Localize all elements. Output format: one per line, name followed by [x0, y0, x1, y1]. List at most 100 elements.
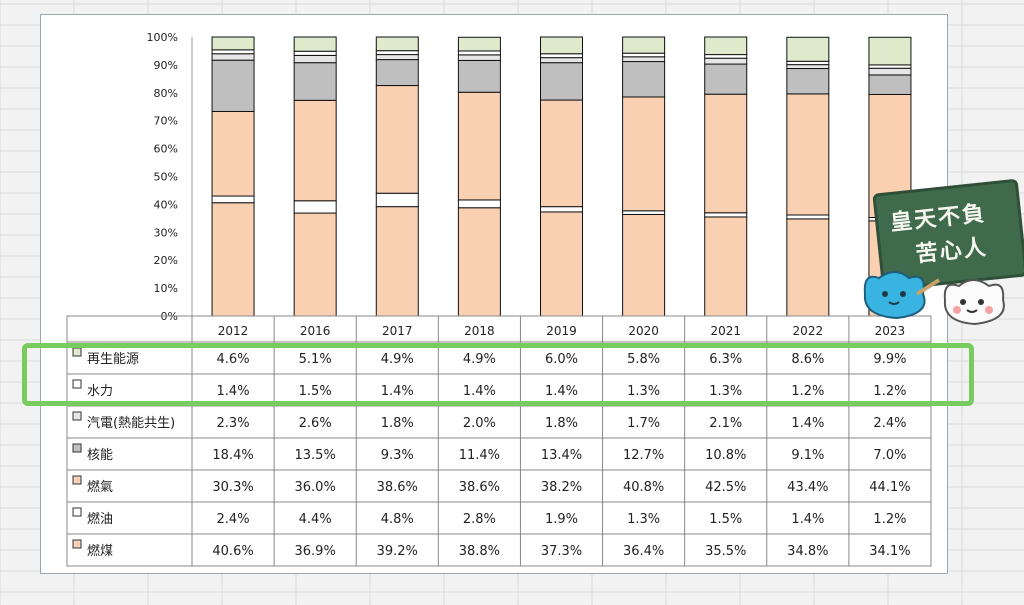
bar-segment: [622, 96, 666, 212]
legend-key: [72, 507, 82, 517]
series-name: 水力: [87, 384, 113, 399]
data-label: 2.8%: [463, 512, 496, 527]
data-label: 2.6%: [299, 416, 332, 431]
y-tick-label: 50%: [154, 171, 178, 184]
data-label: 36.9%: [295, 544, 336, 559]
data-label: 12.7%: [623, 448, 664, 463]
bar-segment: [457, 54, 501, 61]
bar-segment: [293, 200, 337, 214]
bar-segment: [868, 36, 912, 66]
data-label: 10.8%: [705, 448, 746, 463]
data-label: 1.2%: [791, 384, 824, 399]
data-label: 2.0%: [463, 416, 496, 431]
bar-segment: [457, 50, 501, 56]
legend-key: [72, 411, 82, 421]
bar-segment: [786, 93, 830, 216]
legend-key: [72, 475, 82, 485]
bar-segment: [786, 64, 830, 70]
bar-segment: [211, 36, 255, 51]
x-tick-label: 2021: [710, 324, 741, 338]
x-tick-label: 2016: [300, 324, 331, 338]
data-label: 35.5%: [705, 544, 746, 559]
data-label: 11.4%: [459, 448, 500, 463]
data-label: 5.8%: [627, 352, 660, 367]
data-label: 6.3%: [709, 352, 742, 367]
series-name: 燃油: [87, 511, 113, 527]
series-name: 燃煤: [87, 543, 113, 559]
data-label: 9.9%: [873, 352, 906, 367]
bar-segment: [375, 206, 419, 317]
data-label: 2.1%: [709, 416, 742, 431]
y-tick-label: 90%: [154, 59, 178, 72]
stacked-bar-chart: 0%10%20%30%40%50%60%70%80%90%100%2012 201…: [66, 31, 932, 567]
data-label: 9.1%: [791, 448, 824, 463]
blue-cat-icon: [863, 271, 941, 320]
bar-segment: [868, 67, 912, 76]
bar-segment: [293, 62, 337, 101]
bar-segment: [540, 57, 583, 64]
bar-segment: [622, 61, 666, 98]
x-tick-label: 2012: [218, 324, 249, 338]
series-name: 汽電(熱能共生): [87, 416, 175, 431]
data-label: 1.3%: [709, 384, 742, 399]
data-label: 37.3%: [541, 544, 582, 559]
x-tick-label: 2022: [793, 324, 824, 338]
bar-segment: [293, 99, 337, 202]
data-label: 1.8%: [545, 416, 578, 431]
data-label: 38.8%: [459, 544, 500, 559]
data-label: 1.8%: [381, 416, 414, 431]
bar-segment: [211, 53, 255, 61]
data-label: 1.9%: [545, 512, 578, 527]
data-label: 5.1%: [299, 352, 332, 367]
data-label: 2.4%: [217, 512, 250, 527]
data-label: 1.5%: [709, 512, 742, 527]
bar-segment: [622, 213, 666, 317]
bar-segment: [293, 50, 337, 56]
bar-segment: [540, 99, 583, 208]
series-name: 再生能源: [87, 352, 139, 367]
data-label: 1.4%: [381, 384, 414, 399]
legend-key: [72, 539, 82, 549]
data-label: 43.4%: [787, 480, 828, 495]
bar-segment: [540, 62, 583, 101]
data-label: 1.7%: [627, 416, 660, 431]
bar-segment: [868, 64, 912, 69]
data-label: 9.3%: [381, 448, 414, 463]
bar-segment: [457, 36, 501, 52]
x-tick-label: 2019: [546, 324, 577, 338]
data-label: 1.4%: [463, 384, 496, 399]
y-tick-label: 10%: [154, 282, 178, 295]
data-label: 42.5%: [705, 480, 746, 495]
y-tick-label: 20%: [154, 254, 178, 267]
data-label: 1.2%: [873, 512, 906, 527]
x-tick-label: 2020: [628, 324, 659, 338]
bar-segment: [868, 74, 912, 95]
bar-segment: [704, 36, 748, 56]
white-cat-icon: [943, 279, 1005, 326]
chart-area[interactable]: 0% 10% 20% 30% 40% 50% 60% 70% 80% 90% 100% 2012 201…: [40, 14, 948, 574]
bar-segment: [786, 68, 830, 95]
bar-segment: [457, 91, 501, 201]
bar-segment: [375, 85, 419, 194]
data-label: 30.3%: [212, 480, 253, 495]
data-label: 40.8%: [623, 480, 664, 495]
data-label: 13.4%: [541, 448, 582, 463]
data-label: 44.1%: [869, 480, 910, 495]
bar-segment: [211, 195, 255, 204]
bar-segment: [457, 59, 501, 93]
data-label: 38.2%: [541, 480, 582, 495]
bar-segment: [211, 202, 255, 317]
series-name: 核能: [87, 448, 113, 463]
data-label: 6.0%: [545, 352, 578, 367]
data-label: 18.4%: [212, 448, 253, 463]
data-label: 40.6%: [212, 544, 253, 559]
y-tick-label: 30%: [154, 226, 178, 239]
bar-segment: [622, 52, 666, 58]
y-tick-label: 70%: [154, 115, 178, 128]
legend-key: [72, 379, 82, 389]
data-label: 1.5%: [299, 384, 332, 399]
data-label: 38.6%: [377, 480, 418, 495]
bar-segment: [293, 212, 337, 317]
data-label: 2.4%: [873, 416, 906, 431]
data-label: 39.2%: [377, 544, 418, 559]
